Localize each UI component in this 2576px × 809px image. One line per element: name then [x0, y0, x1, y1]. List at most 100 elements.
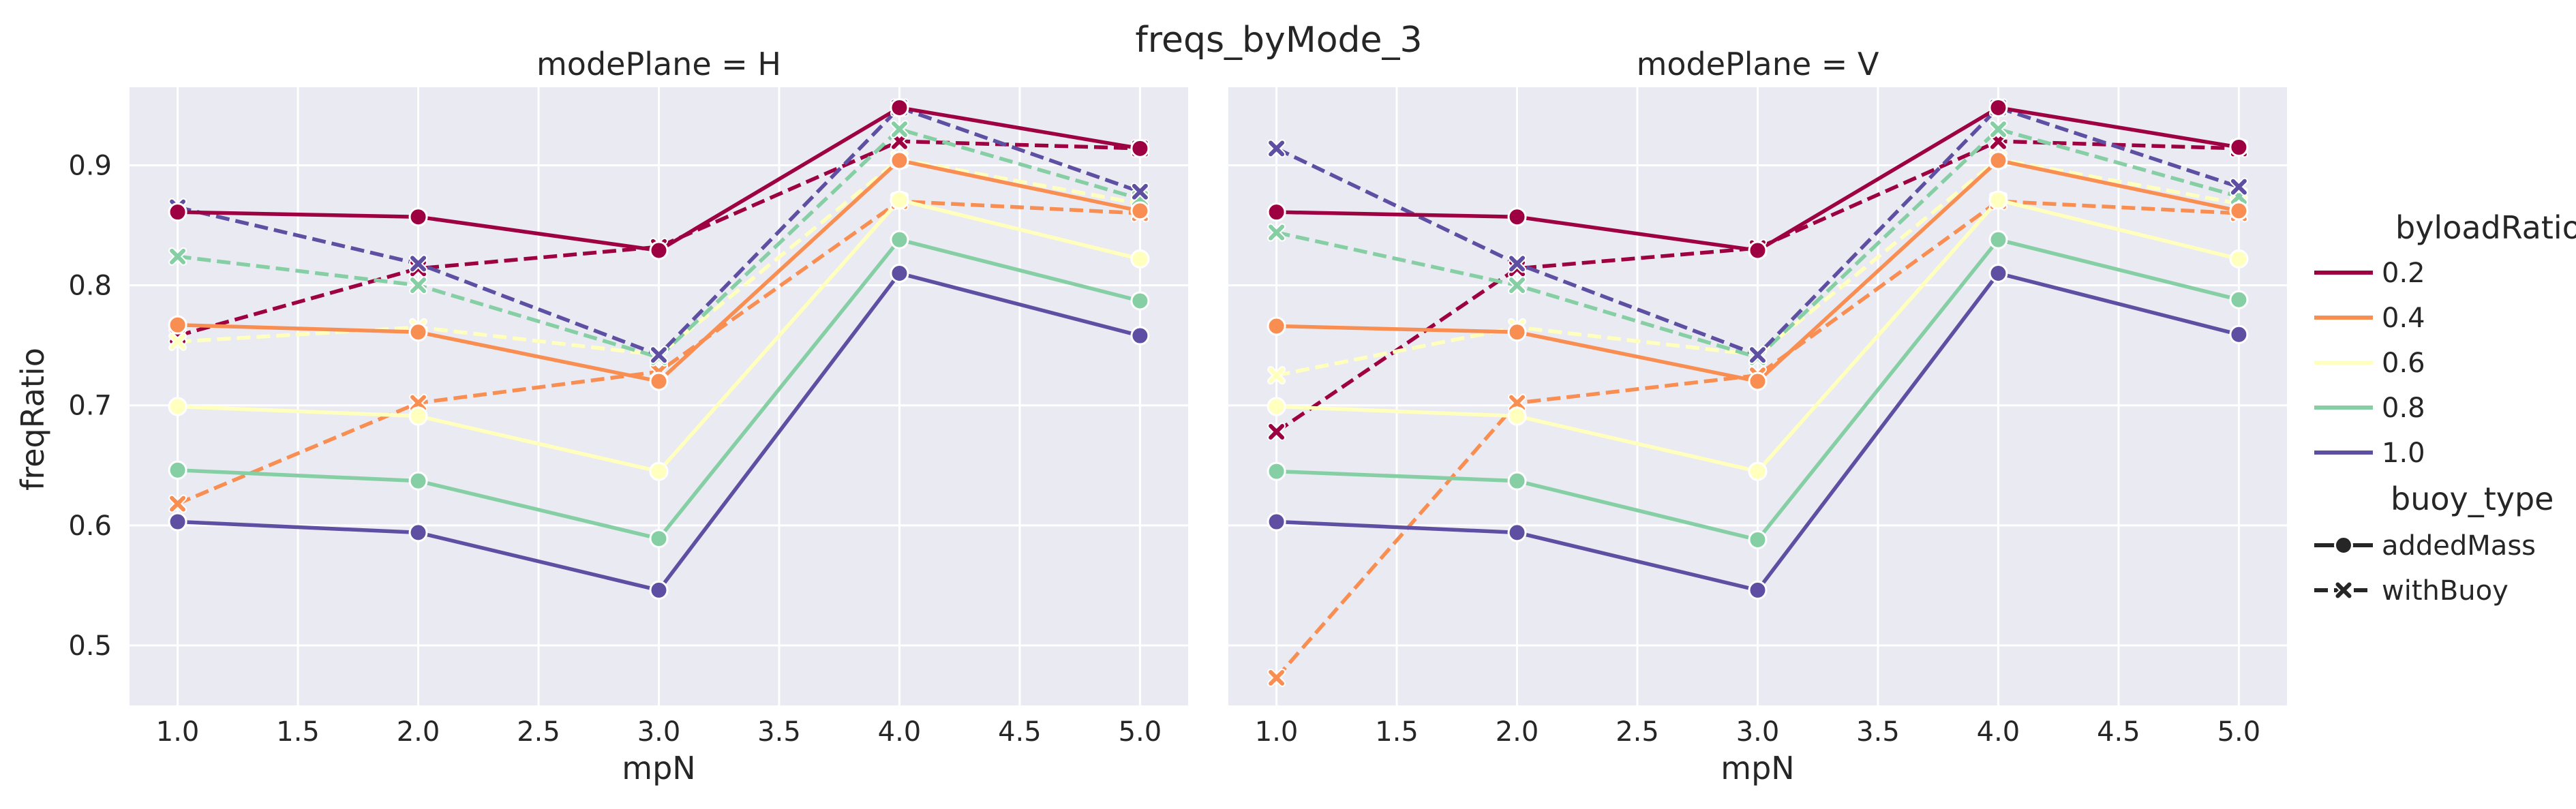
data-point-addedMass-0.2: [1507, 207, 1527, 227]
legend-label: 0.4: [2382, 303, 2425, 334]
data-point-addedMass-0.8: [1130, 291, 1150, 311]
legend-marker-x: [2334, 581, 2353, 600]
data-point-addedMass-0.2: [890, 97, 909, 117]
data-point-addedMass-0.4: [890, 151, 909, 170]
data-point-addedMass-0.2: [649, 241, 669, 260]
data-point-addedMass-0.6: [168, 397, 187, 416]
data-point-withBuoy-0.8: [890, 120, 909, 139]
data-point-addedMass-0.4: [408, 322, 428, 342]
data-point-withBuoy-0.4: [409, 393, 428, 412]
y-tick-label: 0.6: [68, 510, 112, 542]
x-tick-label: 5.0: [1119, 716, 1162, 748]
facet-panel-h: 1.0 1.5 2.0 2.5 3.0 3.5 4.0 4.5 5.0 0.5 0.6 0.7 0.8 0…: [68, 46, 1188, 787]
data-point-addedMass-0.2: [1748, 241, 1768, 260]
legend-title-buoy-type: buoy_type: [2391, 480, 2554, 517]
data-point-addedMass-0.8: [408, 471, 428, 491]
x-tick-label: 1.5: [1375, 716, 1419, 748]
data-point-withBuoy-0.8: [1988, 120, 2007, 139]
data-point-withBuoy-0.8: [1508, 276, 1527, 295]
data-point-addedMass-0.2: [1988, 97, 2008, 117]
data-point-addedMass-0.4: [1507, 322, 1527, 342]
data-point-addedMass-0.8: [890, 230, 909, 249]
data-point-addedMass-1.0: [168, 512, 187, 532]
legend-label: withBuoy: [2382, 575, 2509, 607]
x-tick-label: 2.0: [397, 716, 440, 748]
data-point-withBuoy-0.8: [1267, 223, 1286, 242]
data-point-addedMass-1.0: [1130, 326, 1150, 346]
data-point-addedMass-1.0: [890, 263, 909, 283]
data-point-withBuoy-1.0: [409, 254, 428, 273]
data-point-addedMass-0.8: [1267, 461, 1286, 481]
legend-label: 1.0: [2382, 438, 2425, 469]
data-point-addedMass-0.8: [1748, 530, 1768, 549]
x-tick-label: 1.0: [1255, 716, 1299, 748]
y-axis-label: freqRatio: [14, 348, 51, 491]
data-point-addedMass-0.6: [408, 406, 428, 426]
data-point-withBuoy-0.6: [1267, 366, 1286, 385]
data-point-addedMass-1.0: [1988, 263, 2008, 283]
data-point-addedMass-0.8: [649, 529, 669, 549]
data-point-withBuoy-0.4: [168, 494, 187, 513]
data-point-addedMass-0.6: [1130, 249, 1150, 269]
data-point-withBuoy-1.0: [2229, 177, 2248, 196]
facet-panel-v: 1.0 1.5 2.0 2.5 3.0 3.5 4.0 4.5 5.0 mpN modePlane …: [1228, 46, 2287, 787]
figure-title: freqs_byMode_3: [1135, 20, 1422, 61]
x-tick-label: 2.5: [1616, 716, 1659, 748]
series-line-withBuoy-0.2: [177, 139, 1140, 338]
legend-marker-circle: [2334, 536, 2353, 555]
data-point-withBuoy-0.4: [1508, 393, 1527, 412]
x-tick-label: 2.0: [1496, 716, 1539, 748]
data-point-addedMass-0.8: [2229, 290, 2249, 309]
data-point-addedMass-0.4: [1267, 316, 1286, 336]
data-point-addedMass-0.2: [168, 202, 187, 222]
x-tick-label: 3.0: [637, 716, 681, 748]
data-point-addedMass-0.8: [168, 460, 187, 480]
data-point-addedMass-1.0: [2229, 324, 2249, 344]
data-point-addedMass-1.0: [649, 580, 669, 600]
data-point-withBuoy-0.4: [1267, 668, 1286, 687]
data-point-addedMass-0.2: [408, 207, 428, 227]
data-point-addedMass-0.2: [2229, 138, 2249, 157]
data-point-addedMass-0.4: [2229, 201, 2249, 221]
x-tick-label: 4.0: [1977, 716, 2020, 748]
data-point-addedMass-0.6: [1267, 397, 1286, 416]
data-point-addedMass-0.6: [890, 190, 909, 210]
data-point-withBuoy-1.0: [1267, 139, 1286, 158]
data-point-withBuoy-1.0: [650, 346, 668, 365]
data-point-addedMass-1.0: [408, 523, 428, 543]
data-point-withBuoy-0.6: [168, 332, 187, 351]
data-point-addedMass-0.6: [1748, 461, 1768, 481]
y-tick-label: 0.8: [68, 271, 112, 302]
series-line-withBuoy-0.4: [1275, 199, 2239, 680]
data-point-addedMass-0.4: [649, 371, 669, 391]
data-point-addedMass-0.6: [649, 461, 669, 481]
x-tick-label: 2.5: [517, 716, 560, 748]
x-tick-label: 3.5: [1856, 716, 1900, 748]
data-point-withBuoy-1.0: [1130, 182, 1149, 201]
data-point-addedMass-1.0: [1748, 580, 1768, 600]
data-point-addedMass-1.0: [1267, 512, 1286, 532]
x-tick-label: 1.5: [276, 716, 320, 748]
data-point-addedMass-0.8: [1988, 230, 2008, 249]
data-point-withBuoy-1.0: [1748, 346, 1767, 365]
panel-title: modePlane = V: [1637, 46, 1879, 82]
x-axis-label: mpN: [1721, 750, 1794, 787]
data-point-addedMass-0.4: [1748, 371, 1768, 391]
x-tick-label: 3.0: [1736, 716, 1780, 748]
y-tick-label: 0.5: [68, 630, 112, 662]
data-point-addedMass-0.6: [1507, 406, 1527, 426]
data-point-addedMass-0.4: [168, 315, 187, 335]
legend-title-byloadratio: byloadRatio: [2395, 209, 2576, 246]
data-point-addedMass-0.6: [2229, 249, 2249, 269]
legend-label: 0.8: [2382, 393, 2425, 424]
data-point-addedMass-1.0: [1507, 523, 1527, 543]
x-tick-label: 4.0: [878, 716, 922, 748]
x-tick-label: 4.5: [2097, 716, 2140, 748]
series-line-withBuoy-0.2: [1275, 139, 2239, 433]
data-point-withBuoy-0.8: [168, 247, 187, 266]
data-point-addedMass-0.2: [1267, 202, 1286, 222]
data-point-withBuoy-0.2: [1267, 422, 1286, 441]
data-point-addedMass-0.4: [1988, 151, 2008, 170]
x-tick-label: 1.0: [156, 716, 200, 748]
